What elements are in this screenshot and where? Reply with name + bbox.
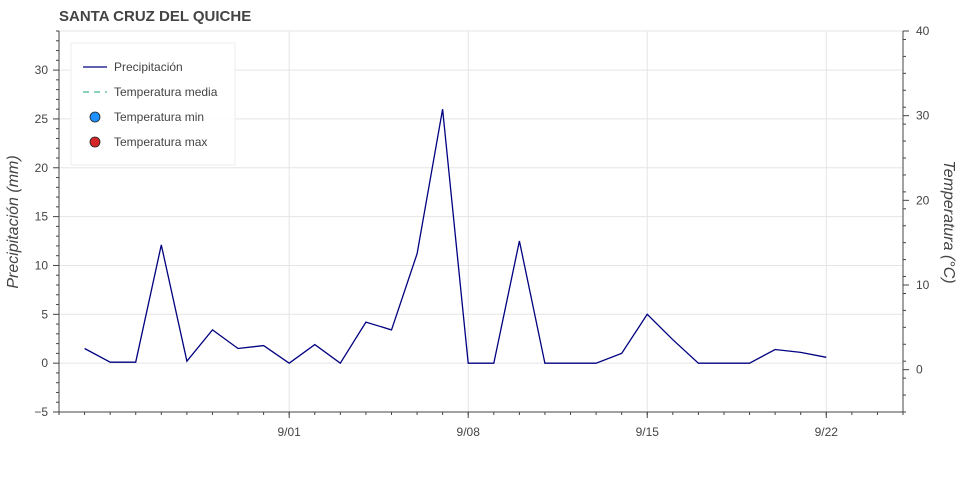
y2-axis-title: Temperatura (°C) bbox=[940, 160, 957, 283]
x-tick-label: 9/15 bbox=[636, 425, 660, 439]
x-tick-label: 9/01 bbox=[278, 425, 302, 439]
legend-label: Temperatura max bbox=[114, 135, 207, 149]
y-tick-label: −5 bbox=[34, 405, 48, 419]
y-tick-label: 15 bbox=[35, 210, 49, 224]
chart-title: SANTA CRUZ DEL QUICHE bbox=[59, 8, 251, 25]
x-tick-label: 9/22 bbox=[815, 425, 839, 439]
y2-tick-label: 10 bbox=[916, 278, 930, 292]
y-tick-label: 10 bbox=[35, 258, 49, 272]
legend-label: Temperatura media bbox=[114, 85, 218, 99]
y-tick-label: 30 bbox=[35, 63, 49, 77]
legend: Precipitación Temperatura media Temperatur… bbox=[70, 42, 236, 166]
y2-tick-label: 40 bbox=[916, 24, 930, 38]
y-tick-label: 20 bbox=[35, 161, 49, 175]
y-axis-title: Precipitación (mm) bbox=[5, 155, 22, 288]
x-tick-label: 9/08 bbox=[457, 425, 481, 439]
axes: −5 0 5 10 15 20 25 30 0 10 20 30 40 9/01 9/08 9/15 9/22 bbox=[34, 24, 929, 439]
y2-tick-label: 30 bbox=[916, 109, 930, 123]
y2-tick-label: 20 bbox=[916, 193, 930, 207]
y-tick-label: 0 bbox=[41, 356, 48, 370]
series-line-precipitacion bbox=[84, 109, 827, 365]
legend-label: Precipitación bbox=[114, 60, 183, 74]
y2-tick-label: 0 bbox=[916, 363, 923, 377]
y-tick-label: 5 bbox=[41, 307, 48, 321]
legend-label: Temperatura min bbox=[114, 110, 204, 124]
y-tick-label: 25 bbox=[35, 112, 49, 126]
legend-glyph-circle bbox=[89, 136, 101, 148]
series-layer bbox=[84, 109, 827, 365]
legend-glyph-circle bbox=[89, 111, 101, 123]
